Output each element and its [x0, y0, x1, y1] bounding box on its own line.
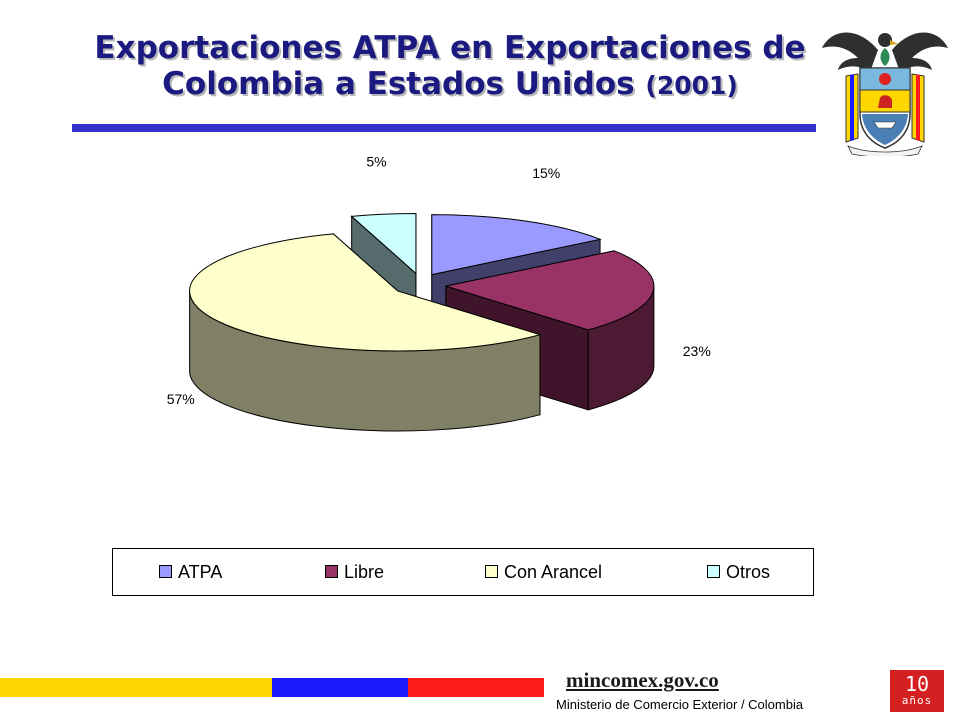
legend-item-otros: Otros	[707, 562, 770, 582]
coat-of-arms-icon	[822, 32, 948, 156]
legend-swatch-otros	[707, 565, 720, 578]
legend-label-con-arancel: Con Arancel	[504, 562, 603, 582]
flag-right-red	[916, 74, 920, 141]
footer-stripe-yellow	[0, 678, 272, 697]
legend-label-otros: Otros	[726, 562, 771, 582]
footer-stripe-blue	[272, 678, 408, 697]
badge-number: 10	[904, 672, 930, 696]
title-line-2: Colombia a Estados Unidos	[162, 66, 635, 102]
legend-swatch-atpa	[159, 565, 172, 578]
data-label-con-arancel: 57%	[167, 391, 195, 407]
legend-item-libre: Libre	[325, 562, 384, 582]
footer-stripe-red	[408, 678, 544, 697]
laurel-wreath	[880, 48, 890, 66]
data-label-otros: 5%	[366, 154, 386, 170]
phrygian-cap-icon	[878, 95, 892, 108]
slice-top-otros	[350, 212, 417, 275]
badge-text: años	[901, 694, 933, 707]
slide-title: Exportaciones ATPA en Exportaciones de C…	[70, 30, 830, 104]
legend-label-atpa: ATPA	[178, 562, 223, 582]
condor-head	[878, 33, 892, 47]
pomegranate-icon	[879, 73, 891, 85]
condor-beak	[890, 40, 898, 45]
legend-label-libre: Libre	[344, 562, 385, 582]
slice-top-atpa	[431, 214, 602, 276]
slice-con-arancel	[189, 232, 542, 432]
slice-top-con-arancel	[189, 233, 542, 352]
data-label-libre: 23%	[683, 343, 711, 359]
slice-top-libre	[445, 250, 655, 331]
footer-website-link[interactable]: mincomex.gov.co	[566, 668, 719, 692]
title-line-1: Exportaciones ATPA en Exportaciones de	[94, 30, 806, 66]
flag-left-blue	[850, 74, 854, 141]
condor-wing-left	[822, 32, 878, 72]
footer-ministry-name: Ministerio de Comercio Exterior / Colomb…	[556, 697, 804, 712]
legend-item-atpa: ATPA	[159, 562, 222, 582]
chart-legend: ATPA Libre Con Arancel Otros	[112, 548, 814, 596]
data-label-atpa: 15%	[532, 165, 560, 181]
title-year: (2001)	[645, 71, 738, 100]
condor-wing-right	[892, 32, 948, 72]
ship-icon	[873, 121, 897, 129]
motto-ribbon	[847, 145, 923, 156]
anniversary-badge: 10 años	[890, 670, 944, 712]
legend-swatch-con-arancel	[485, 565, 498, 578]
title-underline	[72, 124, 816, 132]
legend-item-con-arancel: Con Arancel	[485, 562, 602, 582]
legend-swatch-libre	[325, 565, 338, 578]
